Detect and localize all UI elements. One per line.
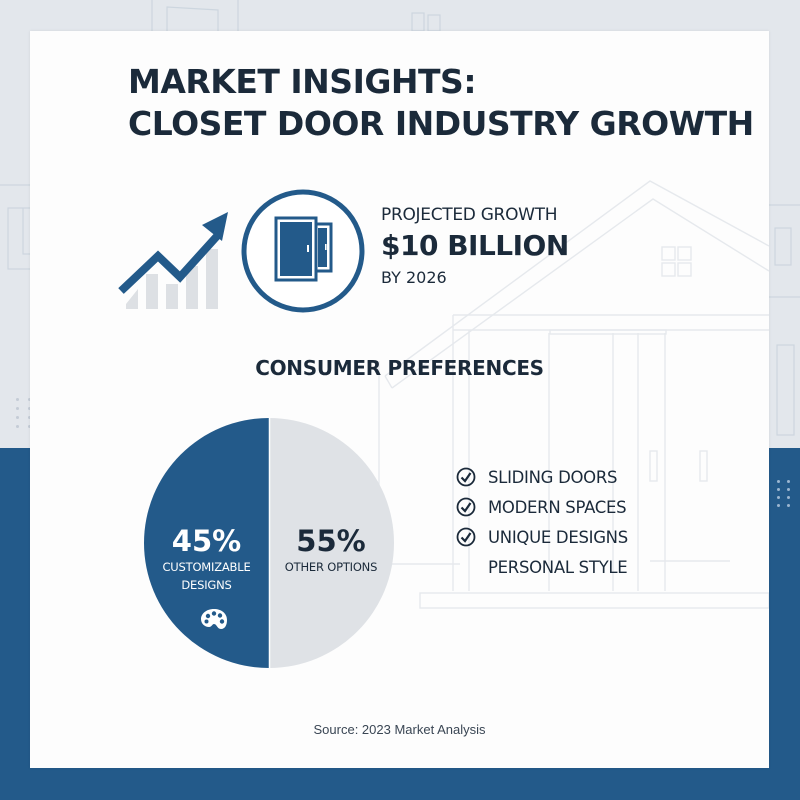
projected-growth-label: PROJECTED GROWTH xyxy=(381,205,558,225)
list-item: PERSONAL STYLE xyxy=(456,552,628,582)
checklist-label: PERSONAL STYLE xyxy=(488,557,628,577)
checklist-label: SLIDING DOORS xyxy=(488,467,618,487)
trend-up-arrow-icon xyxy=(118,212,228,309)
slice-label-customizable: 45% CUSTOMIZABLE DESIGNS xyxy=(144,524,269,594)
page-title: MARKET INSIGHTS: CLOSET DOOR INDUSTRY GR… xyxy=(128,61,754,145)
title-line-1: MARKET INSIGHTS: xyxy=(128,62,477,101)
checklist-label: UNIQUE DESIGNS xyxy=(488,527,628,547)
preferences-checklist: SLIDING DOORS MODERN SPACES UNIQUE DESIG… xyxy=(456,462,628,582)
slice-percent-customizable: 45% xyxy=(171,524,242,558)
house-outline-illustration xyxy=(282,180,769,609)
check-circle-icon xyxy=(456,497,476,517)
palette-icon xyxy=(201,609,227,629)
title-line-2: CLOSET DOOR INDUSTRY GROWTH xyxy=(128,104,754,143)
infographic-card: MARKET INSIGHTS: CLOSET DOOR INDUSTRY GR… xyxy=(30,31,769,768)
list-item: MODERN SPACES xyxy=(456,492,628,522)
slice-label-other: 55% OTHER OPTIONS xyxy=(272,524,390,576)
pie-slice-customizable-designs xyxy=(144,418,269,668)
projected-growth-value: $10 BILLION xyxy=(381,229,569,262)
check-circle-icon xyxy=(456,527,476,547)
consumer-preferences-title: CONSUMER PREFERENCES xyxy=(255,356,544,380)
projected-growth-year: BY 2026 xyxy=(381,268,447,287)
list-item: UNIQUE DESIGNS xyxy=(456,522,628,552)
pie-slice-other-options xyxy=(269,418,394,668)
slice-caption-customizable-1: CUSTOMIZABLE xyxy=(162,560,251,574)
slice-caption-customizable-2: DESIGNS xyxy=(181,578,232,592)
closet-door-icon xyxy=(241,189,365,313)
projected-growth-block: PROJECTED GROWTH $10 BILLION BY 2026 xyxy=(381,204,569,290)
source-citation: Source: 2023 Market Analysis xyxy=(313,722,486,737)
check-circle-icon xyxy=(456,467,476,487)
slice-percent-other: 55% xyxy=(296,524,366,558)
list-item: SLIDING DOORS xyxy=(456,462,628,492)
slice-caption-other: OTHER OPTIONS xyxy=(284,560,378,574)
preferences-pie-chart xyxy=(144,418,394,668)
checklist-label: MODERN SPACES xyxy=(488,497,627,517)
